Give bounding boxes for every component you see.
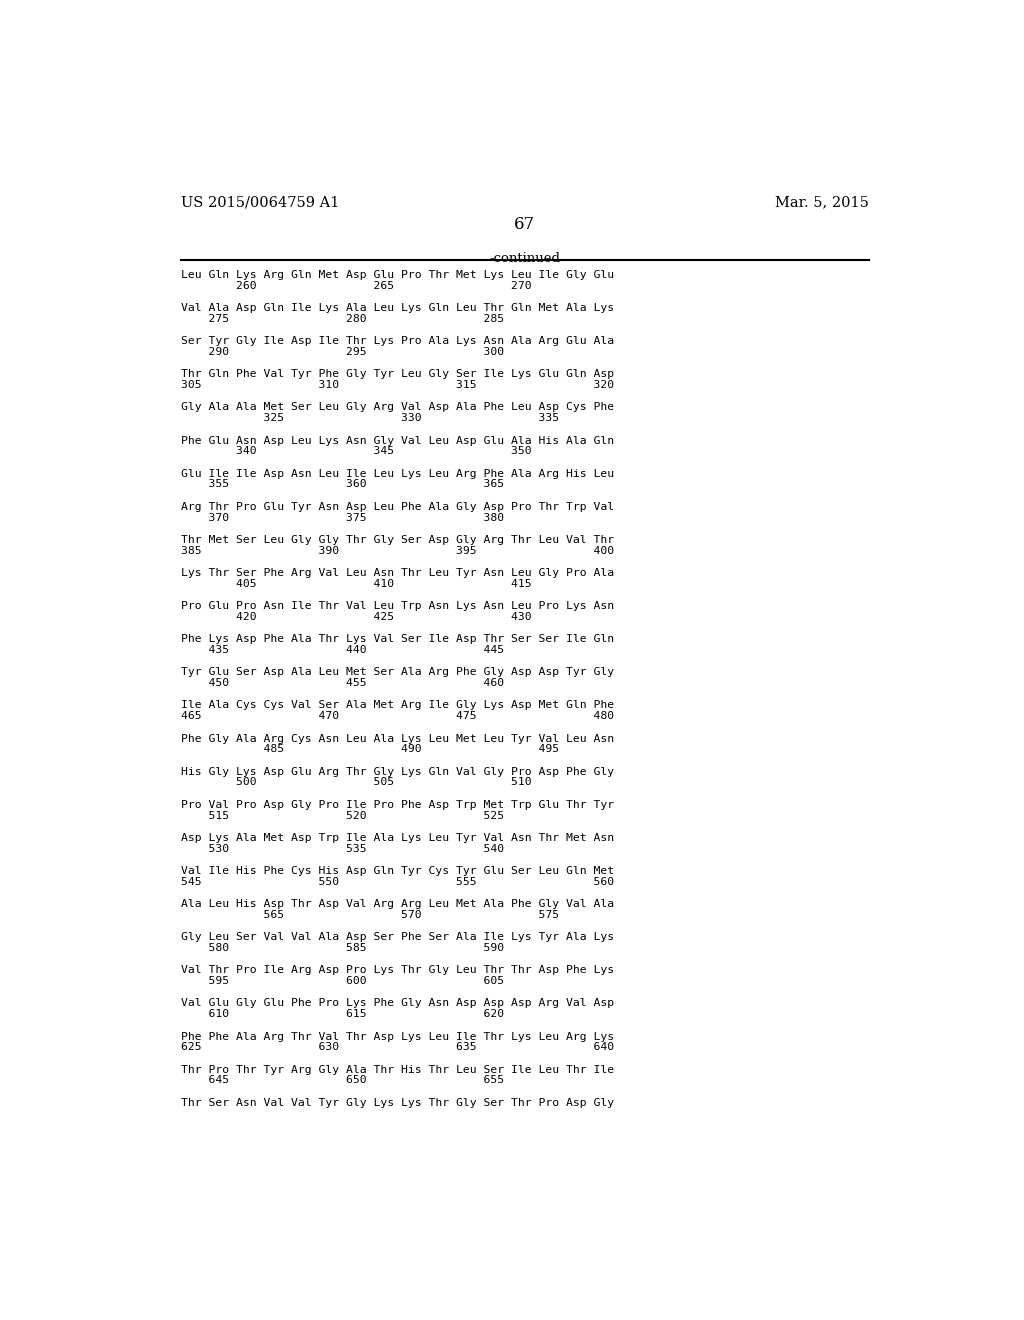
Text: Gly Ala Ala Met Ser Leu Gly Arg Val Asp Ala Phe Leu Asp Cys Phe: Gly Ala Ala Met Ser Leu Gly Arg Val Asp … <box>180 403 613 412</box>
Text: Thr Pro Thr Tyr Arg Gly Ala Thr His Thr Leu Ser Ile Leu Thr Ile: Thr Pro Thr Tyr Arg Gly Ala Thr His Thr … <box>180 1065 613 1074</box>
Text: Pro Val Pro Asp Gly Pro Ile Pro Phe Asp Trp Met Trp Glu Thr Tyr: Pro Val Pro Asp Gly Pro Ile Pro Phe Asp … <box>180 800 613 809</box>
Text: Glu Ile Ile Asp Asn Leu Ile Leu Lys Leu Arg Phe Ala Arg His Leu: Glu Ile Ile Asp Asn Leu Ile Leu Lys Leu … <box>180 469 613 479</box>
Text: 450                 455                 460: 450 455 460 <box>180 678 504 688</box>
Text: Mar. 5, 2015: Mar. 5, 2015 <box>775 195 869 210</box>
Text: Val Ile His Phe Cys His Asp Gln Tyr Cys Tyr Glu Ser Leu Gln Met: Val Ile His Phe Cys His Asp Gln Tyr Cys … <box>180 866 613 876</box>
Text: 500                 505                 510: 500 505 510 <box>180 777 531 788</box>
Text: Thr Met Ser Leu Gly Gly Thr Gly Ser Asp Gly Arg Thr Leu Val Thr: Thr Met Ser Leu Gly Gly Thr Gly Ser Asp … <box>180 535 613 545</box>
Text: 580                 585                 590: 580 585 590 <box>180 942 504 953</box>
Text: 420                 425                 430: 420 425 430 <box>180 612 531 622</box>
Text: 325                 330                 335: 325 330 335 <box>180 413 559 424</box>
Text: Ala Leu His Asp Thr Asp Val Arg Arg Leu Met Ala Phe Gly Val Ala: Ala Leu His Asp Thr Asp Val Arg Arg Leu … <box>180 899 613 909</box>
Text: 275                 280                 285: 275 280 285 <box>180 314 504 323</box>
Text: Gly Leu Ser Val Val Ala Asp Ser Phe Ser Ala Ile Lys Tyr Ala Lys: Gly Leu Ser Val Val Ala Asp Ser Phe Ser … <box>180 932 613 942</box>
Text: Ser Tyr Gly Ile Asp Ile Thr Lys Pro Ala Lys Asn Ala Arg Glu Ala: Ser Tyr Gly Ile Asp Ile Thr Lys Pro Ala … <box>180 337 613 346</box>
Text: 595                 600                 605: 595 600 605 <box>180 977 504 986</box>
Text: Asp Lys Ala Met Asp Trp Ile Ala Lys Leu Tyr Val Asn Thr Met Asn: Asp Lys Ala Met Asp Trp Ile Ala Lys Leu … <box>180 833 613 843</box>
Text: 645                 650                 655: 645 650 655 <box>180 1076 504 1085</box>
Text: 625                 630                 635                 640: 625 630 635 640 <box>180 1043 613 1052</box>
Text: Pro Glu Pro Asn Ile Thr Val Leu Trp Asn Lys Asn Leu Pro Lys Asn: Pro Glu Pro Asn Ile Thr Val Leu Trp Asn … <box>180 601 613 611</box>
Text: Val Thr Pro Ile Arg Asp Pro Lys Thr Gly Leu Thr Thr Asp Phe Lys: Val Thr Pro Ile Arg Asp Pro Lys Thr Gly … <box>180 965 613 975</box>
Text: US 2015/0064759 A1: US 2015/0064759 A1 <box>180 195 339 210</box>
Text: 465                 470                 475                 480: 465 470 475 480 <box>180 711 613 721</box>
Text: Lys Thr Ser Phe Arg Val Leu Asn Thr Leu Tyr Asn Leu Gly Pro Ala: Lys Thr Ser Phe Arg Val Leu Asn Thr Leu … <box>180 568 613 578</box>
Text: Thr Ser Asn Val Val Tyr Gly Lys Lys Thr Gly Ser Thr Pro Asp Gly: Thr Ser Asn Val Val Tyr Gly Lys Lys Thr … <box>180 1098 613 1107</box>
Text: 385                 390                 395                 400: 385 390 395 400 <box>180 545 613 556</box>
Text: 405                 410                 415: 405 410 415 <box>180 579 531 589</box>
Text: Ile Ala Cys Cys Val Ser Ala Met Arg Ile Gly Lys Asp Met Gln Phe: Ile Ala Cys Cys Val Ser Ala Met Arg Ile … <box>180 701 613 710</box>
Text: Phe Gly Ala Arg Cys Asn Leu Ala Lys Leu Met Leu Tyr Val Leu Asn: Phe Gly Ala Arg Cys Asn Leu Ala Lys Leu … <box>180 734 613 743</box>
Text: 610                 615                 620: 610 615 620 <box>180 1010 504 1019</box>
Text: Phe Glu Asn Asp Leu Lys Asn Gly Val Leu Asp Glu Ala His Ala Gln: Phe Glu Asn Asp Leu Lys Asn Gly Val Leu … <box>180 436 613 446</box>
Text: -continued: -continued <box>489 252 560 265</box>
Text: 370                 375                 380: 370 375 380 <box>180 512 504 523</box>
Text: 545                 550                 555                 560: 545 550 555 560 <box>180 876 613 887</box>
Text: Tyr Glu Ser Asp Ala Leu Met Ser Ala Arg Phe Gly Asp Asp Tyr Gly: Tyr Glu Ser Asp Ala Leu Met Ser Ala Arg … <box>180 668 613 677</box>
Text: 260                 265                 270: 260 265 270 <box>180 281 531 290</box>
Text: Arg Thr Pro Glu Tyr Asn Asp Leu Phe Ala Gly Asp Pro Thr Trp Val: Arg Thr Pro Glu Tyr Asn Asp Leu Phe Ala … <box>180 502 613 512</box>
Text: Leu Gln Lys Arg Gln Met Asp Glu Pro Thr Met Lys Leu Ile Gly Glu: Leu Gln Lys Arg Gln Met Asp Glu Pro Thr … <box>180 271 613 280</box>
Text: His Gly Lys Asp Glu Arg Thr Gly Lys Gln Val Gly Pro Asp Phe Gly: His Gly Lys Asp Glu Arg Thr Gly Lys Gln … <box>180 767 613 776</box>
Text: Phe Phe Ala Arg Thr Val Thr Asp Lys Leu Ile Thr Lys Leu Arg Lys: Phe Phe Ala Arg Thr Val Thr Asp Lys Leu … <box>180 1032 613 1041</box>
Text: 355                 360                 365: 355 360 365 <box>180 479 504 490</box>
Text: 305                 310                 315                 320: 305 310 315 320 <box>180 380 613 391</box>
Text: 530                 535                 540: 530 535 540 <box>180 843 504 854</box>
Text: 290                 295                 300: 290 295 300 <box>180 347 504 356</box>
Text: Val Ala Asp Gln Ile Lys Ala Leu Lys Gln Leu Thr Gln Met Ala Lys: Val Ala Asp Gln Ile Lys Ala Leu Lys Gln … <box>180 304 613 313</box>
Text: 67: 67 <box>514 216 536 234</box>
Text: 340                 345                 350: 340 345 350 <box>180 446 531 457</box>
Text: 485                 490                 495: 485 490 495 <box>180 744 559 754</box>
Text: Thr Gln Phe Val Tyr Phe Gly Tyr Leu Gly Ser Ile Lys Glu Gln Asp: Thr Gln Phe Val Tyr Phe Gly Tyr Leu Gly … <box>180 370 613 379</box>
Text: 435                 440                 445: 435 440 445 <box>180 645 504 655</box>
Text: 565                 570                 575: 565 570 575 <box>180 909 559 920</box>
Text: Val Glu Gly Glu Phe Pro Lys Phe Gly Asn Asp Asp Asp Arg Val Asp: Val Glu Gly Glu Phe Pro Lys Phe Gly Asn … <box>180 998 613 1008</box>
Text: 515                 520                 525: 515 520 525 <box>180 810 504 821</box>
Text: Phe Lys Asp Phe Ala Thr Lys Val Ser Ile Asp Thr Ser Ser Ile Gln: Phe Lys Asp Phe Ala Thr Lys Val Ser Ile … <box>180 635 613 644</box>
